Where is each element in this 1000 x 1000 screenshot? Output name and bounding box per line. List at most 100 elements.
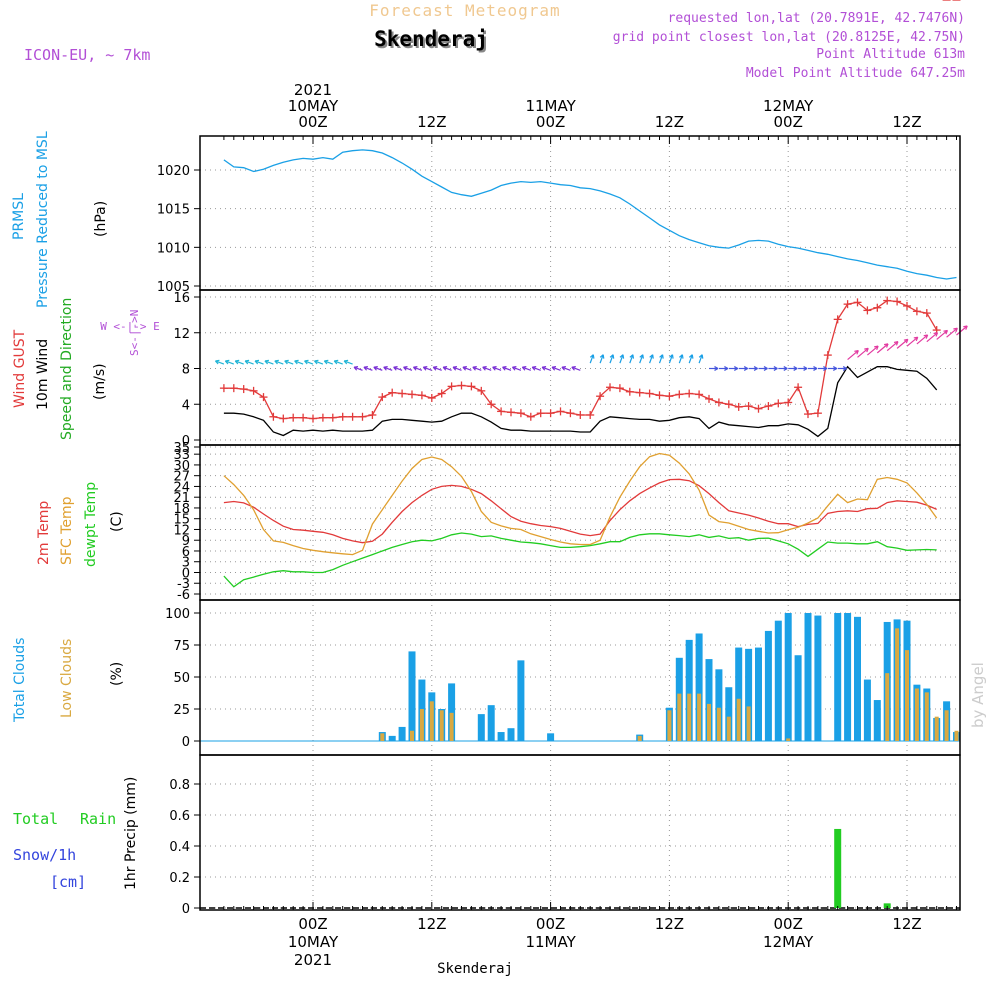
- wind-direction-arrow: [532, 366, 541, 371]
- wind-direction-arrowhead: [619, 354, 624, 358]
- wind-direction-arrowhead: [813, 366, 818, 370]
- wind-direction-arrowhead: [353, 366, 358, 371]
- wind-direction-arrow: [383, 366, 393, 371]
- clouds-label-low: Low Clouds: [59, 639, 75, 718]
- time-label-top: 12MAY: [763, 97, 814, 115]
- total-cloud-bar: [547, 733, 555, 741]
- wind-direction-arrowhead: [609, 354, 614, 358]
- y-tick-label: 8: [182, 363, 190, 378]
- gridpoint-coords: grid point closest lon,lat (20.8125E, 42…: [613, 30, 965, 45]
- time-label-bottom: 12MAY: [763, 933, 814, 951]
- low-cloud-bar: [786, 738, 791, 741]
- precip-label-rain: Rain: [80, 810, 116, 828]
- wind-direction-arrowhead: [393, 366, 397, 371]
- wind-direction-arrowhead: [561, 366, 566, 371]
- wind-direction-arrow: [678, 354, 683, 364]
- wind-direction-arrowhead: [893, 341, 899, 344]
- total-cloud-bar: [507, 728, 515, 741]
- total-cloud-bar: [695, 633, 703, 741]
- low-cloud-bar: [716, 707, 721, 741]
- wind-direction-arrow: [324, 360, 334, 365]
- wind-direction-arrow: [936, 329, 948, 340]
- wind-direction-arrowhead: [953, 327, 958, 330]
- wind-direction-arrowhead: [823, 366, 828, 370]
- wind-direction-arrow: [492, 366, 502, 371]
- total-cloud-bar: [448, 683, 456, 741]
- location-title-shadow: Skenderaj: [376, 29, 490, 53]
- total-cloud-bar: [517, 660, 525, 741]
- total-cloud-bar: [477, 714, 485, 741]
- total-cloud-bar: [844, 613, 852, 741]
- wind-direction-arrowhead: [373, 366, 377, 371]
- time-label-top: 10MAY: [288, 97, 339, 115]
- data-layer: [200, 0, 968, 909]
- wind-direction-arrowhead: [482, 366, 486, 371]
- wind-direction-arrowhead: [422, 366, 427, 371]
- total-cloud-bar: [814, 615, 822, 741]
- wind-direction-arrow: [334, 360, 343, 365]
- wind-direction-arrow: [244, 360, 254, 365]
- y-tick-label: 100: [165, 607, 190, 622]
- y-tick-label: 1005: [157, 280, 190, 295]
- wind-direction-arrow: [857, 347, 869, 358]
- y-tick-label: 21: [173, 491, 190, 506]
- low-cloud-bar: [707, 703, 711, 741]
- wind-direction-arrowhead: [649, 354, 654, 358]
- total-cloud-bar: [873, 700, 881, 741]
- time-label-bottom: 00Z: [298, 915, 327, 933]
- wind-direction-arrowhead: [753, 366, 758, 370]
- wind-direction-arrowhead: [763, 366, 768, 370]
- low-cloud-bar: [687, 693, 692, 741]
- wind-direction-arrowhead: [313, 360, 318, 365]
- y-tick-label: 50: [173, 671, 190, 686]
- y-tick-label: 0: [182, 566, 190, 581]
- wind-direction-arrowhead: [294, 360, 298, 365]
- clouds-unit: (%): [109, 662, 125, 686]
- requested-coords: requested lon,lat (20.7891E, 42.7476N): [668, 11, 965, 26]
- wind-direction-arrow: [639, 354, 644, 364]
- time-label-top: 00Z: [298, 113, 327, 131]
- wind-direction-arrow: [373, 366, 383, 371]
- wind-direction-arrowhead: [599, 354, 604, 358]
- wind-direction-arrowhead: [883, 343, 889, 346]
- wind-direction-arrowhead: [629, 354, 634, 358]
- wind-unit: (m/s): [92, 363, 108, 400]
- y-tick-label: 0: [182, 735, 190, 750]
- temp-unit: (C): [109, 511, 125, 532]
- y-tick-label: 75: [173, 639, 190, 654]
- wind-direction-arrow: [551, 366, 561, 371]
- wind-direction-arrow: [522, 366, 532, 371]
- wind-direction-arrow: [314, 360, 324, 365]
- precip-axis-label: 1hr Precip (mm): [123, 777, 139, 890]
- total-cloud-bar: [725, 687, 733, 741]
- low-cloud-bar: [934, 716, 939, 741]
- frame-layer: [199, 135, 961, 911]
- wind-direction-arrowhead: [734, 366, 739, 370]
- y-tick-label: 0.6: [169, 809, 190, 824]
- wind-direction-arrowhead: [842, 366, 847, 370]
- wind-direction-arrowhead: [933, 332, 938, 335]
- y-tick-label: 16: [173, 291, 190, 306]
- low-cloud-bar: [944, 710, 949, 741]
- wind-direction-arrow: [926, 332, 938, 343]
- wind-direction-arrowhead: [698, 354, 703, 358]
- wind-direction-arrow: [274, 360, 284, 365]
- total-cloud-bar: [863, 679, 871, 741]
- grid-layer: [200, 136, 960, 910]
- wind-direction-arrowhead: [678, 354, 683, 358]
- wind-direction-arrowhead: [472, 366, 476, 371]
- wind-direction-arrow: [896, 338, 909, 349]
- wind-direction-arrow: [482, 366, 492, 371]
- wind-direction-arrowhead: [541, 366, 546, 371]
- total-cloud-bar: [834, 613, 842, 741]
- wind-direction-arrow: [956, 325, 968, 336]
- wind-compass-we: W <-|-> E: [100, 320, 160, 333]
- wind-direction-arrowhead: [323, 360, 328, 365]
- low-cloud-bar: [885, 673, 890, 741]
- wind-direction-arrowhead: [669, 354, 673, 358]
- low-cloud-bar: [667, 710, 672, 741]
- wind-direction-arrowhead: [724, 366, 729, 370]
- total-cloud-bar: [388, 735, 396, 741]
- wind-direction-arrow: [599, 354, 604, 364]
- point-altitude: Point Altitude 613m: [816, 47, 965, 62]
